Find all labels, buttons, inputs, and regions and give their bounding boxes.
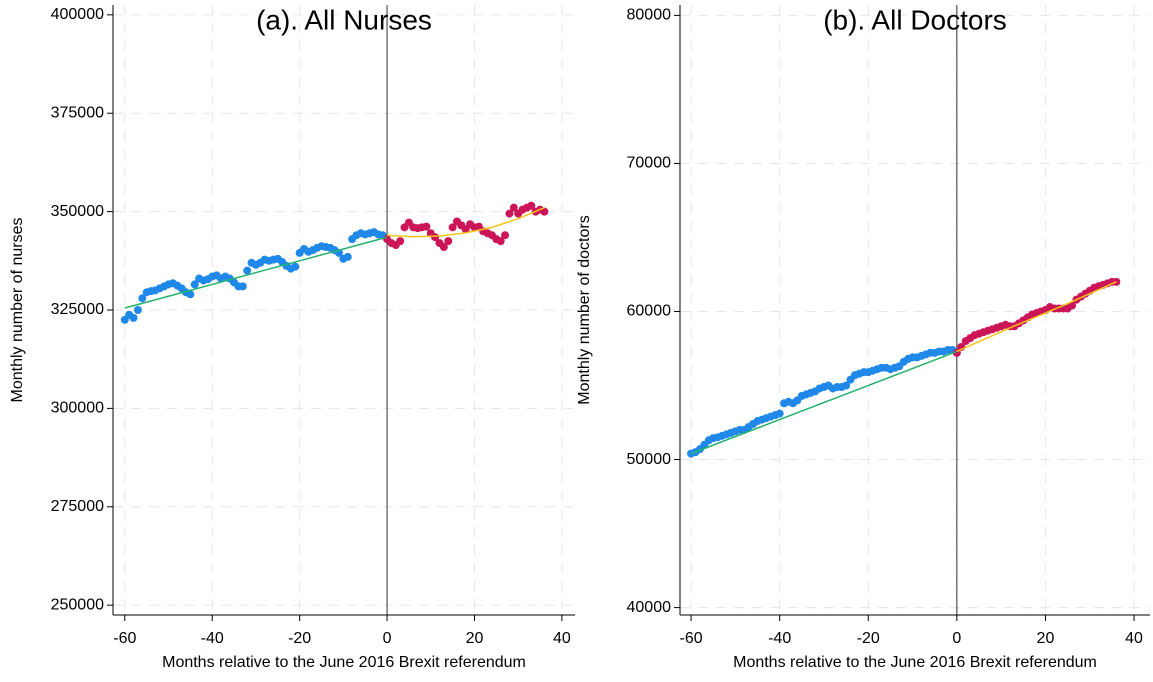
data-point	[775, 409, 784, 418]
x-tick-label: 0	[952, 630, 961, 647]
y-tick-label: 400000	[51, 6, 104, 23]
data-point	[431, 233, 440, 242]
y-tick-label: 275000	[51, 498, 104, 515]
y-tick-label: 300000	[51, 400, 104, 417]
data-point	[343, 252, 352, 261]
chart-title: (b). All Doctors	[823, 4, 1007, 35]
data-point	[448, 223, 457, 232]
x-tick-label: -40	[768, 630, 791, 647]
chart-title: (a). All Nurses	[256, 4, 432, 35]
data-point	[505, 209, 514, 218]
y-axis-label: Monthly number of nurses	[9, 218, 26, 403]
x-tick-label: -20	[288, 630, 311, 647]
data-point	[509, 203, 518, 212]
x-tick-label: 40	[1125, 630, 1143, 647]
x-tick-label: 0	[383, 630, 392, 647]
data-point	[527, 201, 536, 210]
data-point	[291, 262, 300, 271]
x-axis-label: Months relative to the June 2016 Brexit …	[733, 654, 1097, 671]
fit-line	[387, 206, 545, 238]
x-axis-label: Months relative to the June 2016 Brexit …	[162, 654, 526, 671]
data-point	[238, 282, 247, 291]
x-tick-label: 20	[466, 630, 484, 647]
x-tick-label: -60	[113, 630, 136, 647]
x-tick-label: -40	[201, 630, 224, 647]
fit-line	[690, 350, 958, 455]
data-point	[133, 306, 142, 314]
x-tick-label: -20	[857, 630, 880, 647]
y-tick-label: 250000	[51, 596, 104, 613]
data-point	[501, 231, 510, 240]
y-tick-label: 80000	[627, 7, 672, 24]
data-point	[496, 237, 505, 246]
data-point	[129, 313, 138, 322]
data-point	[540, 207, 549, 216]
x-tick-label: -60	[680, 630, 703, 647]
data-point	[190, 280, 199, 289]
fit-line	[124, 236, 388, 309]
data-point	[138, 294, 147, 303]
y-tick-label: 50000	[627, 451, 672, 468]
fit-line	[956, 281, 1117, 353]
data-point	[422, 222, 431, 231]
data-point	[842, 381, 851, 390]
data-point	[1068, 301, 1077, 310]
y-tick-label: 40000	[627, 599, 672, 616]
y-tick-label: 375000	[51, 104, 104, 121]
y-tick-label: 60000	[627, 303, 672, 320]
y-tick-label: 70000	[627, 155, 672, 172]
x-tick-label: 40	[553, 630, 571, 647]
y-tick-label: 350000	[51, 203, 104, 220]
data-point	[186, 290, 195, 299]
y-axis-label: Monthly number of doctors	[576, 215, 593, 404]
y-tick-label: 325000	[51, 301, 104, 318]
data-point	[444, 237, 453, 246]
data-point	[439, 243, 448, 252]
data-point	[396, 237, 405, 246]
data-point	[243, 266, 252, 275]
x-tick-label: 20	[1037, 630, 1055, 647]
